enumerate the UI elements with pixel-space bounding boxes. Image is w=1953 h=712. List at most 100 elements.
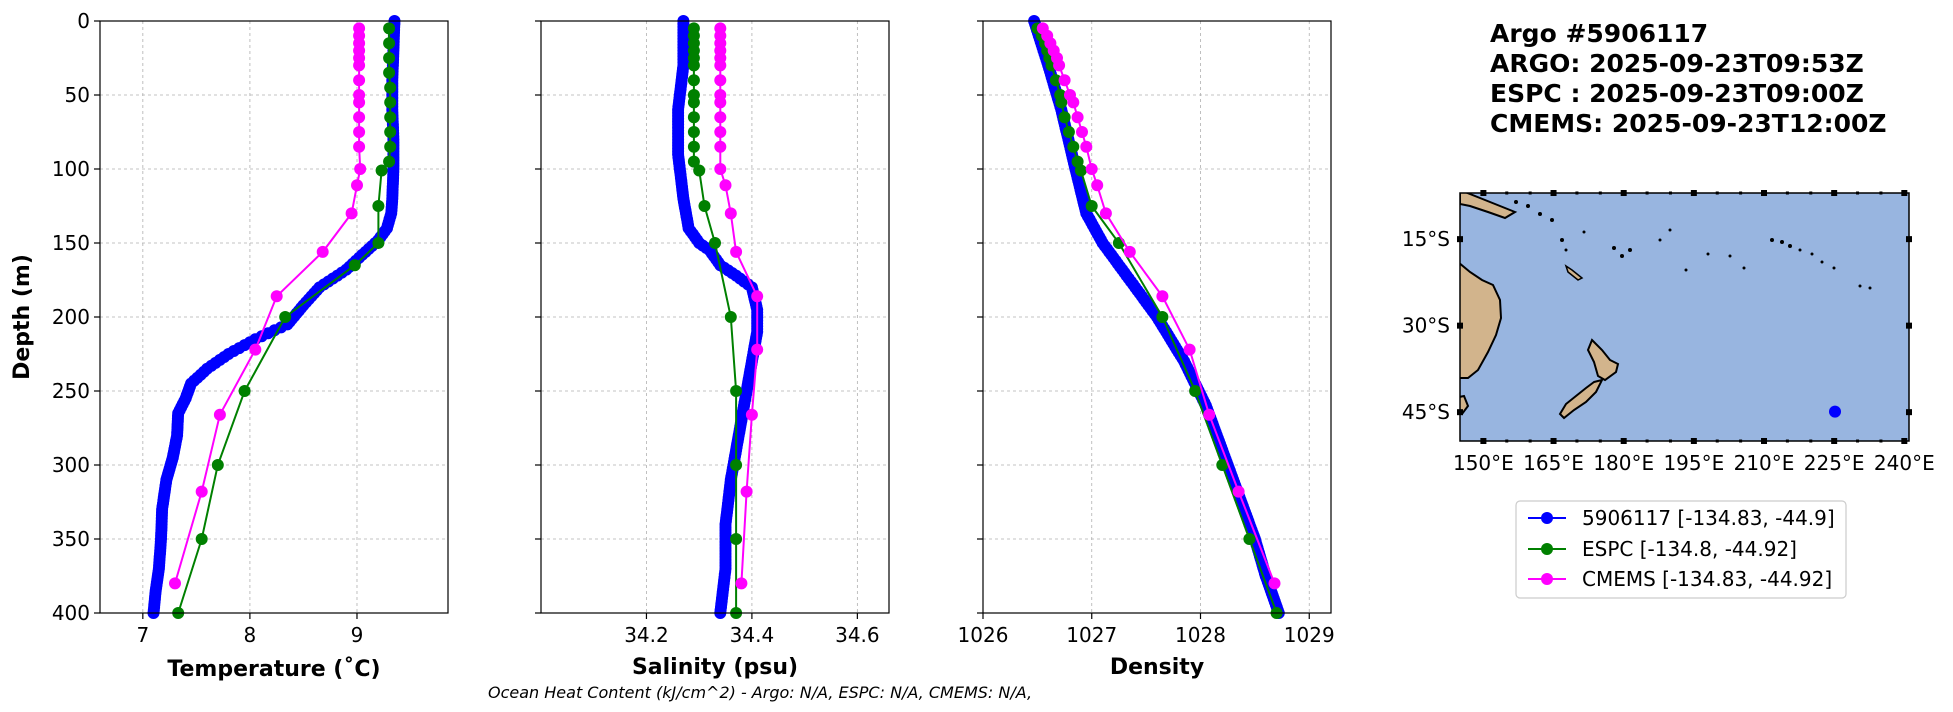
new-caledonia-landmass — [1564, 264, 1584, 281]
legend-label-cmems: CMEMS [-134.83, -44.92] — [1582, 567, 1832, 591]
map-minor-tick — [1645, 439, 1649, 443]
salinity-espc-point — [698, 200, 711, 212]
density-espc-point — [1216, 459, 1229, 471]
map-minor-tick — [1505, 439, 1509, 443]
island-dot — [1668, 228, 1672, 232]
map-minor-tick — [1856, 439, 1860, 443]
map-lon-label: 150°E — [1453, 451, 1514, 475]
cmems-time: CMEMS: 2025-09-23T12:00Z — [1490, 109, 1887, 138]
salinity-espc-point — [709, 237, 721, 249]
density-xtick-label: 1027 — [1066, 623, 1117, 647]
salinity-gridlines — [541, 20, 889, 614]
temperature-espc-point — [384, 140, 397, 153]
map-minor-tick — [1668, 191, 1672, 195]
island-dot — [1858, 284, 1862, 288]
temperature-cmems-point — [353, 140, 366, 153]
temperature-ytick-label: 0 — [77, 9, 90, 33]
map-minor-tick — [1692, 439, 1696, 443]
salinity-xtick-label: 34.6 — [835, 623, 880, 647]
profile-info: Argo #5906117 ARGO: 2025-09-23T09:53Z ES… — [1490, 19, 1887, 138]
density-cmems-point — [1203, 408, 1216, 421]
salinity-espc-point — [687, 96, 700, 109]
map-frame — [1459, 192, 1910, 442]
density-xlabel: Density — [1110, 655, 1204, 680]
new-zealand-south-island — [1558, 378, 1604, 420]
temperature-ytick-label: 100 — [52, 157, 90, 181]
new-guinea-landmass — [1460, 193, 1518, 220]
island-dot — [1780, 240, 1784, 244]
density-cmems-point — [1091, 179, 1104, 192]
espc-time: ESPC : 2025-09-23T09:00Z — [1490, 79, 1864, 108]
island-dot — [1582, 230, 1586, 234]
temperature-ytick-label: 50 — [65, 83, 90, 107]
map-minor-tick — [1622, 439, 1626, 443]
island-dot — [1770, 238, 1774, 242]
temperature-cmems-point — [353, 74, 366, 87]
density-cmems-point — [1232, 485, 1245, 498]
map-ticks: 150°E 165°E 180°E 195°E 210°E 225°E 240°E 15°S 3… — [1402, 190, 1935, 475]
salinity-cmems-point — [714, 96, 727, 109]
salinity-espc-point — [687, 74, 700, 87]
temperature-ytick-label: 350 — [52, 527, 90, 551]
location-map: 150°E 165°E 180°E 195°E 210°E 225°E 240°E 15°S 3… — [1402, 190, 1935, 475]
salinity-espc-point — [687, 59, 700, 72]
temperature-xtick-label: 8 — [244, 623, 257, 647]
salinity-cmems-point — [714, 59, 727, 72]
map-minor-tick — [1902, 191, 1906, 195]
island-dot — [1560, 238, 1564, 242]
legend-box — [1515, 500, 1847, 599]
legend: 5906117 [-134.83, -44.9] ESPC [-134.8, -… — [1515, 500, 1847, 599]
density-cmems-point — [1058, 74, 1071, 87]
density-panel: 1026 1027 1028 1029 Density — [958, 15, 1335, 680]
temperature-ytick-label: 250 — [52, 379, 90, 403]
temperature-cmems-line — [174, 28, 362, 584]
temperature-espc-point — [384, 96, 397, 109]
island-dot — [1810, 252, 1814, 256]
map-minor-tick — [1739, 439, 1743, 443]
salinity-cmems-point — [714, 74, 727, 87]
island-dot — [1564, 248, 1568, 252]
temperature-espc-point — [348, 259, 361, 272]
temperature-xlabel: Temperature (˚C) — [167, 657, 380, 682]
density-series — [1028, 15, 1285, 619]
map-lon-label: 180°E — [1593, 451, 1654, 475]
map-minor-tick — [1552, 191, 1556, 195]
island-dot — [1550, 218, 1554, 222]
map-minor-tick — [1879, 439, 1883, 443]
salinity-espc-point — [693, 164, 706, 177]
temperature-espc-point — [211, 459, 224, 471]
legend-marker-argo — [1541, 512, 1553, 524]
island-dot — [1628, 248, 1632, 252]
temperature-series — [147, 15, 401, 619]
island-dot — [1706, 252, 1710, 256]
salinity-espc-point — [687, 126, 700, 138]
temperature-cmems-point — [353, 126, 366, 138]
temperature-cmems-point — [353, 111, 366, 124]
australia-landmass — [1460, 262, 1503, 379]
salinity-cmems-point — [714, 140, 727, 153]
map-minor-tick — [1598, 439, 1602, 443]
legend-marker-espc — [1541, 543, 1553, 555]
map-minor-tick — [1785, 439, 1789, 443]
island-dot — [1684, 268, 1688, 272]
density-espc-point — [1058, 111, 1071, 124]
density-espc-point — [1049, 74, 1062, 87]
temperature-espc-point — [279, 311, 292, 323]
density-cmems-point — [1099, 207, 1112, 220]
new-zealand-north-island — [1586, 338, 1620, 382]
density-cmems-point — [1053, 59, 1066, 72]
density-xtick-label: 1028 — [1175, 623, 1226, 647]
temperature-xtick-label: 7 — [136, 623, 149, 647]
map-minor-tick — [1575, 191, 1579, 195]
map-lon-label: 225°E — [1804, 451, 1865, 475]
temperature-xtick-label: 9 — [351, 623, 364, 647]
map-lat-label: 30°S — [1402, 314, 1450, 338]
salinity-cmems-point — [751, 290, 764, 303]
map-minor-tick — [1715, 439, 1719, 443]
map-minor-tick — [1552, 439, 1556, 443]
salinity-xtick-label: 34.2 — [624, 623, 669, 647]
density-ticks: 1026 1027 1028 1029 — [958, 20, 1335, 647]
temperature-cmems-point — [195, 485, 208, 498]
map-minor-tick — [1715, 191, 1719, 195]
